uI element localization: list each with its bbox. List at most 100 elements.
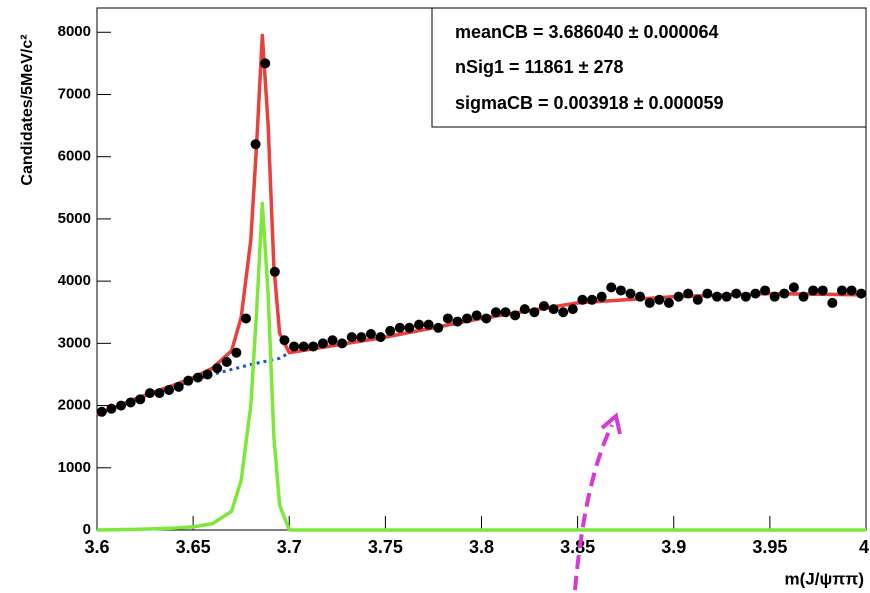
data-point: [558, 307, 569, 318]
data-point: [317, 338, 328, 349]
y-tick-label: 1000: [58, 459, 91, 476]
x-tick-label: 3.95: [752, 537, 787, 557]
data-point: [423, 319, 434, 330]
data-point: [414, 319, 425, 330]
data-point: [442, 313, 453, 324]
data-point: [740, 291, 751, 302]
data-point: [673, 291, 684, 302]
data-point: [654, 294, 665, 305]
data-point: [606, 282, 617, 293]
data-point: [538, 301, 549, 312]
data-point: [587, 294, 598, 305]
data-point: [173, 381, 184, 392]
y-tick-label: 2000: [58, 397, 91, 414]
x-tick-label: 3.85: [560, 537, 595, 557]
data-point: [135, 394, 146, 405]
x-tick-label: 3.8: [469, 537, 494, 557]
data-point: [702, 288, 713, 299]
data-point: [721, 291, 732, 302]
data-point: [240, 313, 251, 324]
stat-line: sigmaCB = 0.003918 ± 0.000059: [455, 93, 724, 113]
data-point: [385, 325, 396, 336]
x-tick-label: 3.65: [176, 537, 211, 557]
data-point: [356, 332, 367, 343]
data-point: [548, 304, 559, 315]
data-point: [125, 397, 136, 408]
data-point: [615, 285, 626, 296]
data-point: [779, 288, 790, 299]
data-point: [144, 388, 155, 399]
data-point: [510, 310, 521, 321]
data-point: [260, 58, 271, 69]
data-point: [760, 285, 771, 296]
data-point: [308, 341, 319, 352]
data-point: [798, 291, 809, 302]
data-point: [856, 288, 867, 299]
annotation-arrowhead: [600, 412, 622, 435]
data-point: [337, 338, 348, 349]
data-point: [731, 288, 742, 299]
stats-box: [431, 7, 867, 128]
y-tick-label: 8000: [58, 23, 91, 40]
data-point: [788, 282, 799, 293]
stat-line: meanCB = 3.686040 ± 0.000064: [455, 22, 719, 42]
data-point: [481, 313, 492, 324]
data-point: [635, 291, 646, 302]
data-point: [298, 341, 309, 352]
data-point: [836, 285, 847, 296]
data-point: [500, 307, 511, 318]
data-point: [154, 388, 165, 399]
data-point: [577, 294, 588, 305]
x-tick-label: 3.75: [368, 537, 403, 557]
data-point: [106, 403, 117, 414]
data-point: [404, 322, 415, 333]
y-tick-label: 7000: [58, 85, 91, 102]
data-point: [183, 375, 194, 386]
data-point: [365, 329, 376, 340]
annotation-arrow: [573, 424, 614, 591]
x-tick-label: 3.6: [84, 537, 109, 557]
data-point: [375, 332, 386, 343]
data-point: [683, 288, 694, 299]
data-point: [269, 266, 280, 277]
data-point: [529, 307, 540, 318]
data-point: [471, 310, 482, 321]
stat-line: nSig1 = 11861 ± 278: [455, 57, 624, 77]
data-point: [96, 406, 107, 417]
data-point: [644, 297, 655, 308]
x-tick-label: 3.7: [277, 537, 302, 557]
y-tick-label: 6000: [58, 148, 91, 165]
data-point: [452, 316, 463, 327]
data-point: [750, 288, 761, 299]
data-point: [827, 297, 838, 308]
data-point: [846, 285, 857, 296]
x-tick-label: 3.9: [661, 537, 686, 557]
data-point: [250, 139, 261, 150]
data-point: [519, 304, 530, 315]
data-point: [663, 297, 674, 308]
data-point: [596, 291, 607, 302]
data-point: [164, 385, 175, 396]
data-point: [116, 400, 127, 411]
data-point: [192, 372, 203, 383]
y-tick-label: 0: [83, 521, 91, 538]
data-point: [221, 357, 232, 368]
data-point: [327, 335, 338, 346]
y-tick-label: 4000: [58, 272, 91, 289]
fit-curve: [96, 201, 866, 532]
data-point: [712, 291, 723, 302]
data-point: [346, 332, 357, 343]
data-point: [692, 294, 703, 305]
data-point: [279, 335, 290, 346]
data-point: [625, 288, 636, 299]
data-point: [231, 347, 242, 358]
data-point: [817, 285, 828, 296]
data-point: [433, 322, 444, 333]
y-tick-label: 5000: [58, 210, 91, 227]
data-point: [808, 285, 819, 296]
data-point: [212, 363, 223, 374]
y-tick-label: 3000: [58, 334, 91, 351]
data-point: [567, 304, 578, 315]
data-point: [769, 291, 780, 302]
